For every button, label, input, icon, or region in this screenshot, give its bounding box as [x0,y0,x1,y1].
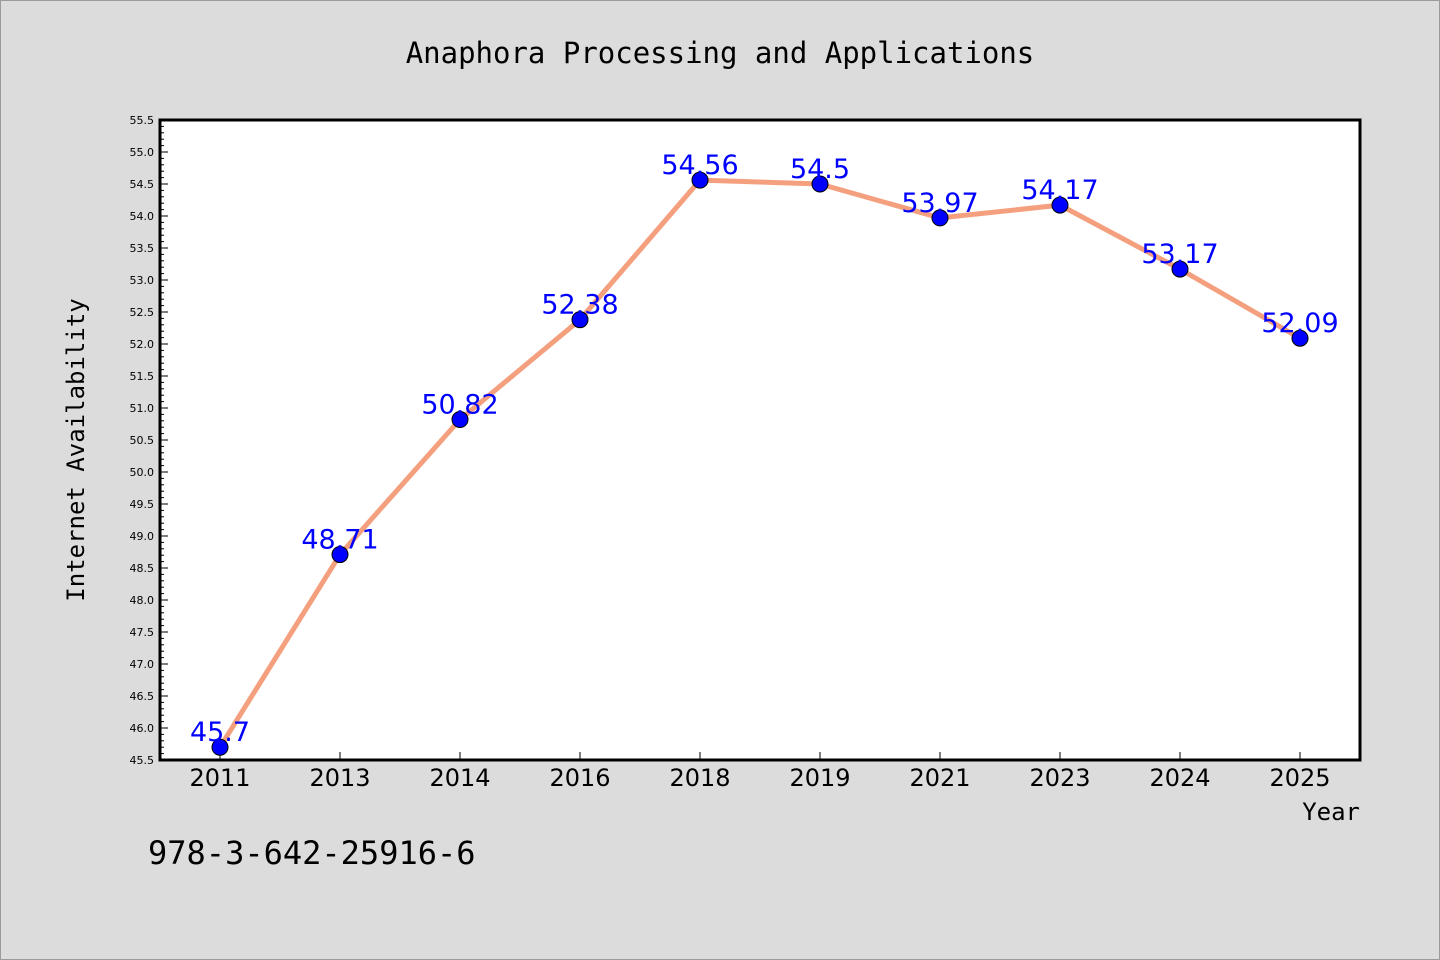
x-axis: 2011 2013 2014 2016 2018 2019 2021 2023 2024 2025 [189,752,1331,792]
y-tick-label: 53.5 [130,242,155,255]
data-label: 52.09 [1261,308,1338,339]
data-label: 54.56 [661,150,738,181]
x-tick-label: 2011 [189,764,250,792]
plot-frame [158,118,1362,762]
data-label: 54.5 [790,154,850,185]
x-tick-label: 2019 [789,764,850,792]
y-tick-label: 49.5 [130,498,155,511]
y-tick-label: 47.5 [130,626,155,639]
y-tick-label: 46.5 [130,690,155,703]
y-tick-label: 55.5 [130,114,155,127]
data-label: 53.97 [901,188,978,219]
data-point [451,411,469,429]
x-tick-label: 2013 [309,764,370,792]
x-tick-label: 2024 [1149,764,1210,792]
y-tick-label: 52.0 [130,338,155,351]
data-label: 52.38 [541,290,618,321]
series-line-group: 45.7 48.71 50.82 52.38 54.56 54.5 53.97 54.17 53… [190,150,1339,756]
y-tick-label: 48.5 [130,562,155,575]
y-tick-label: 48.0 [130,594,155,607]
y-tick-label: 53.0 [130,274,155,287]
y-tick-label: 55.0 [130,146,155,159]
y-tick-label: 47.0 [130,658,155,671]
x-tick-label: 2016 [549,764,610,792]
isbn-text: 978-3-642-25916-6 [148,834,476,872]
y-tick-label: 50.5 [130,434,155,447]
y-tick-label: 51.0 [130,402,155,415]
data-label: 54.17 [1021,175,1098,206]
x-axis-label: Year [1302,798,1360,826]
y-tick-label: 50.0 [130,466,155,479]
y-tick-label: 54.0 [130,210,155,223]
data-point [571,311,589,329]
y-tick-label: 54.5 [130,178,155,191]
x-tick-label: 2018 [669,764,730,792]
x-tick-label: 2025 [1269,764,1330,792]
data-point [1051,196,1069,214]
data-point [331,546,349,564]
data-label: 50.82 [421,390,498,421]
x-tick-label: 2023 [1029,764,1090,792]
y-axis-label: Internet Availability [62,298,90,601]
data-point [811,175,829,193]
y-tick-label: 51.5 [130,370,155,383]
x-tick-label: 2014 [429,764,490,792]
y-tick-label: 52.5 [130,306,155,319]
chart-title: Anaphora Processing and Applications [406,36,1035,70]
x-tick-label: 2021 [909,764,970,792]
y-tick-label: 45.5 [130,754,155,767]
data-label: 48.71 [301,525,378,556]
data-point [931,209,949,227]
data-point [1291,329,1309,347]
data-point [211,738,229,756]
data-label: 45.7 [190,717,250,748]
plot-area [160,120,1360,760]
data-point [691,171,709,189]
series-line [217,177,1303,750]
y-tick-label: 49.0 [130,530,155,543]
data-label: 53.17 [1141,239,1218,270]
data-point [1171,260,1189,278]
y-tick-label: 46.0 [130,722,155,735]
